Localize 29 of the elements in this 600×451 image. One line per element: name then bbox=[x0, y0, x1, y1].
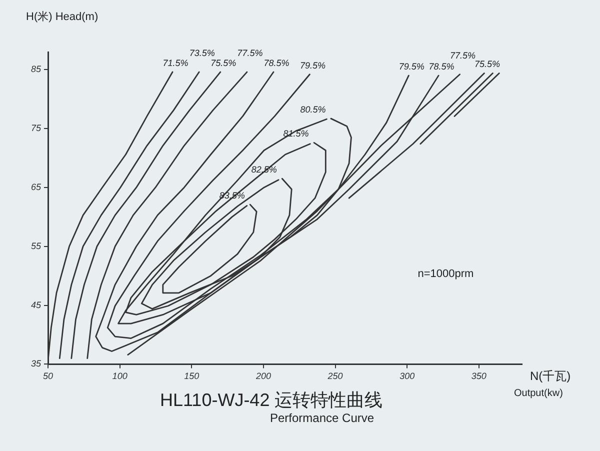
x-tick-label: 250 bbox=[326, 371, 343, 382]
y-axis-title: H(米) Head(m) bbox=[26, 10, 98, 23]
series-label: 77.5% bbox=[450, 50, 476, 60]
y-tick-label: 45 bbox=[30, 300, 42, 310]
series-label: 78.5% bbox=[264, 58, 290, 68]
y-tick-label: 55 bbox=[30, 240, 42, 251]
text: 79.5% bbox=[398, 62, 424, 72]
series-label: 73.5% bbox=[189, 48, 215, 58]
text: HL110-WJ-42 运转特性曲线 bbox=[160, 390, 383, 410]
y-tick-label: 65 bbox=[30, 182, 42, 192]
x-tick-label: 300 bbox=[400, 371, 415, 382]
series-label: 75.5% bbox=[210, 58, 236, 68]
y-tick-label: 85 bbox=[30, 64, 42, 74]
x-tick-label: 350 bbox=[471, 371, 486, 382]
x-tick-label: 200 bbox=[254, 371, 271, 382]
y-tick-label: 75 bbox=[30, 123, 42, 134]
x-axis-title: N(千瓦) Output(kw) bbox=[514, 369, 571, 400]
text: 78.5% bbox=[428, 62, 454, 72]
y-tick-label: 35 bbox=[30, 358, 42, 369]
annotation: n=1000prm bbox=[418, 268, 474, 280]
text: Performance Curve bbox=[270, 411, 374, 426]
series-label: 71.5% bbox=[162, 58, 188, 68]
series-label: 77.5% bbox=[237, 48, 263, 58]
series-label: 75.5% bbox=[474, 59, 500, 70]
x-tick-label: 100 bbox=[112, 371, 128, 382]
x-tick-label: 50 bbox=[43, 371, 54, 382]
series-label: 80.5% bbox=[300, 104, 326, 115]
x-tick-label: 150 bbox=[184, 371, 200, 382]
series-label: 79.5% bbox=[300, 60, 326, 70]
